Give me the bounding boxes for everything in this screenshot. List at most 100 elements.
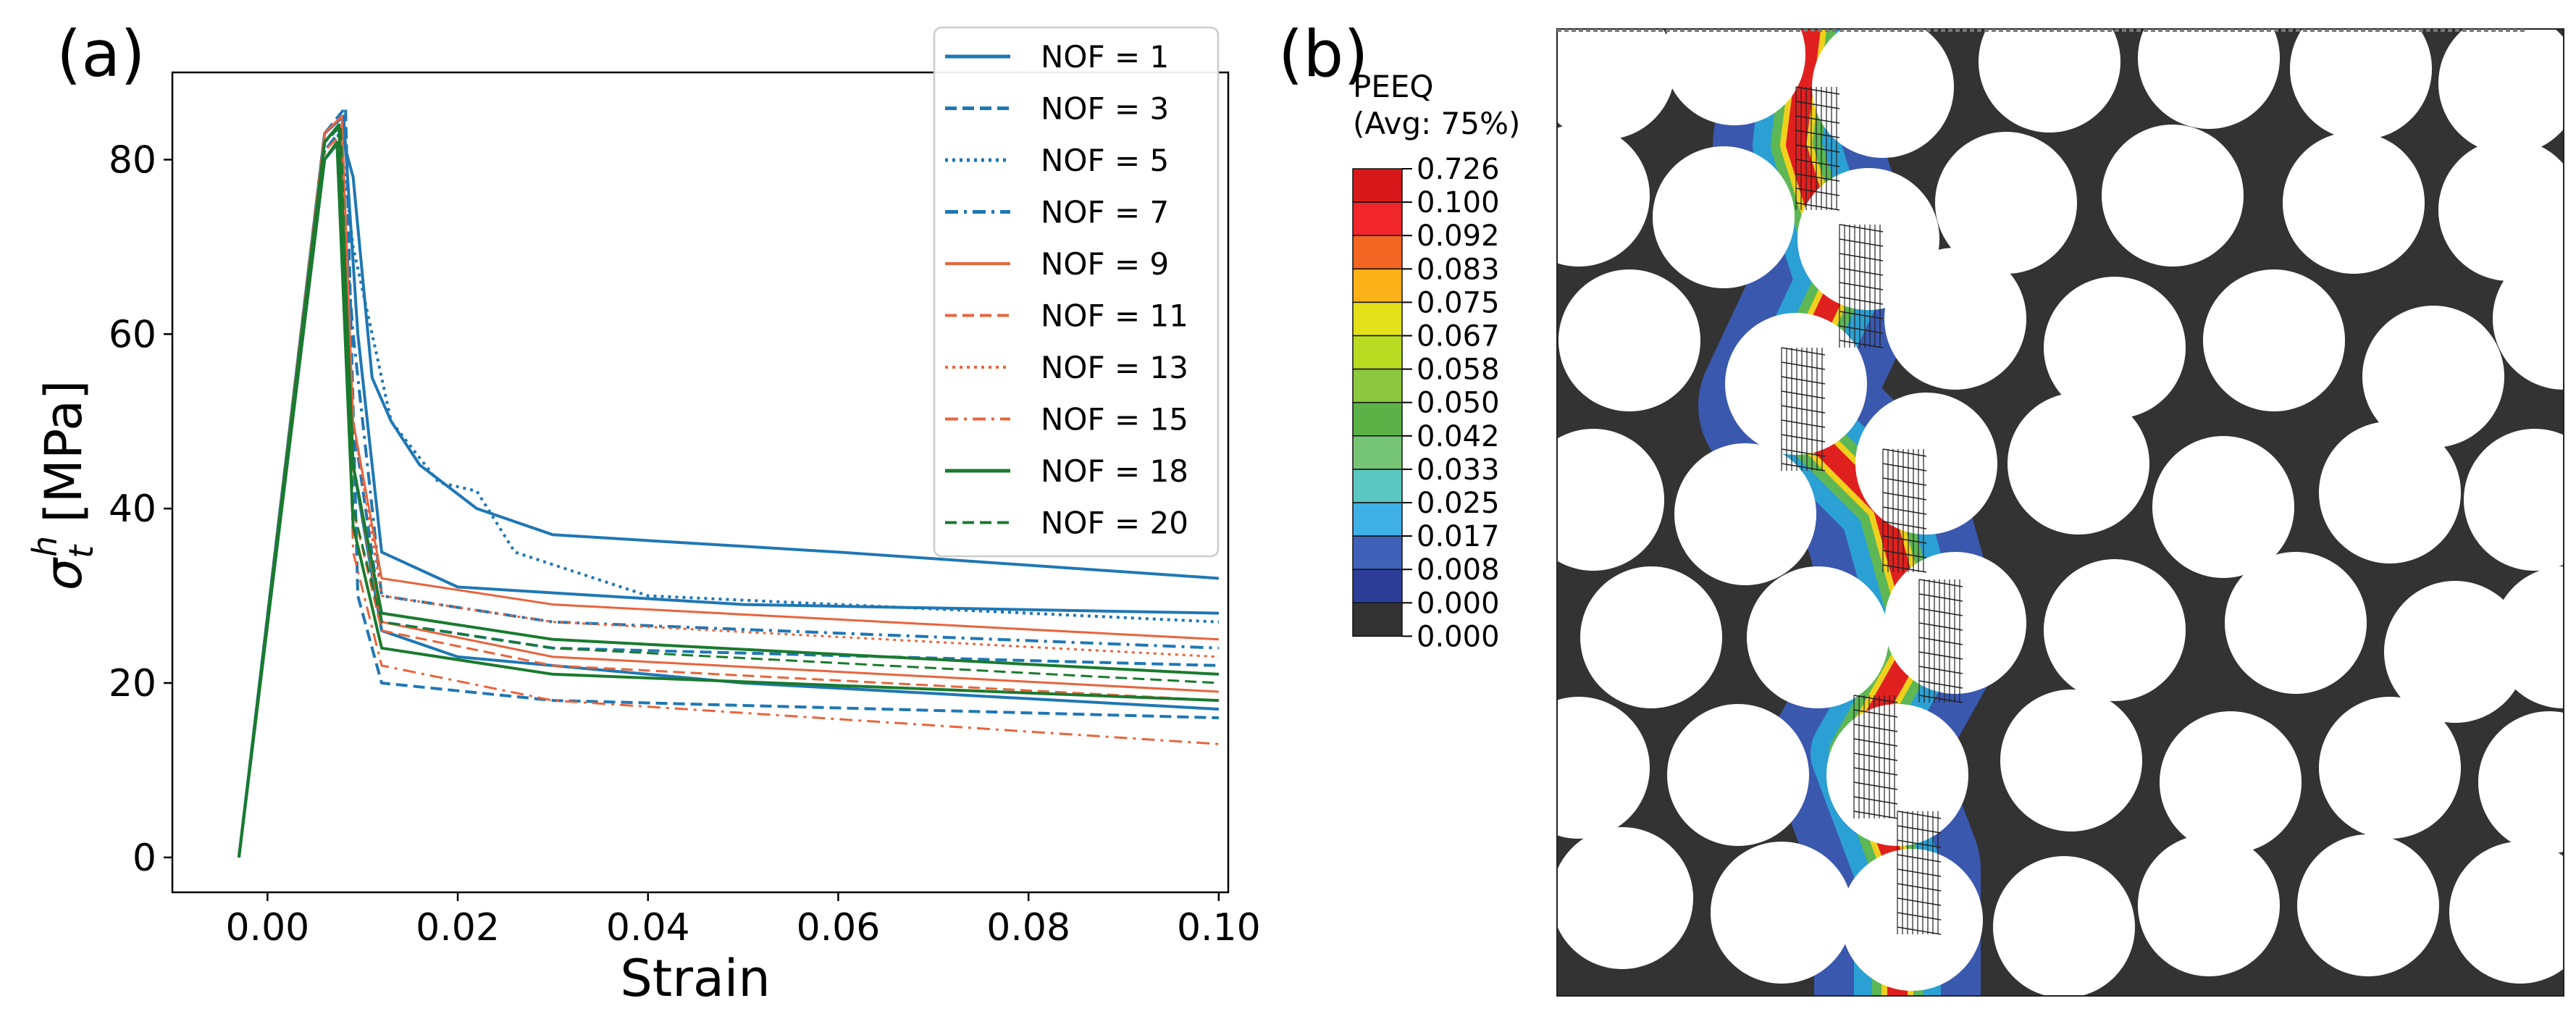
mesh-line [1795,130,1840,138]
mesh-line [1918,680,1963,689]
microstructure-view [1556,28,2564,997]
fiber [1855,393,1997,535]
legend-label: NOF = 13 [1041,350,1188,385]
mesh-line [1781,463,1826,472]
legend-label: NOF = 11 [1041,298,1188,334]
mesh-line [1795,144,1840,153]
series-curve-nof-5 [237,132,1219,858]
mesh-line [1781,361,1826,370]
fiber [1674,443,1816,585]
colorbar-label: 0.083 [1417,253,1500,286]
fiber [2297,834,2439,976]
mesh-line [1918,608,1963,616]
mesh-line [1839,238,1884,247]
colorbar-swatches [1352,168,1403,637]
mesh-line [1839,296,1884,305]
fiber [1711,842,1853,984]
panel-a-label: (a) [56,17,146,91]
colorbar-swatch [1352,268,1403,303]
mesh-line [1853,724,1898,732]
mesh-line [1882,477,1927,486]
fiber [2438,139,2564,281]
colorbar: PEEQ (Avg: 75%) 0.7260.1000.0920.0830.07… [1352,69,1520,653]
fiber [1812,29,1954,158]
fiber [2138,834,2280,976]
x-tick-label: 0.02 [416,906,500,950]
mesh-line [1918,666,1963,674]
legend-label: NOF = 1 [1041,39,1169,75]
colorbar-label: 0.000 [1417,620,1500,653]
fiber [1725,313,1867,455]
mesh-line [1795,188,1840,196]
colorbar-label: 0.017 [1417,520,1500,553]
fiber [2102,125,2244,267]
fibers [1557,29,2564,996]
x-axis-ticks: 0.00 0.02 0.04 0.06 0.08 0.10 [225,892,1261,950]
mesh-line [1853,738,1898,747]
y-tick-label: 80 [109,138,156,182]
mesh-line [1918,651,1963,660]
mesh-line [1918,579,1963,587]
mesh-line [1882,448,1927,457]
fiber [1580,566,1722,708]
series-curve-nof-18 [237,141,1219,858]
mesh-line [1781,405,1826,414]
y-axis-unit: [MPa] [34,380,93,523]
fiber [1664,29,1805,125]
mesh-line [1781,376,1826,385]
mesh-line [1897,897,1942,906]
curves-group [237,106,1220,858]
series-curve-nof-9 [238,114,1219,858]
colorbar-swatch [1352,335,1403,370]
colorbar-swatch [1352,435,1403,470]
y-axis-ticks: 0 20 40 60 80 [109,138,172,880]
mesh-line [1897,854,1942,863]
mesh-line [1897,839,1942,848]
x-tick-label: 0.06 [797,906,881,950]
mesh-line [1781,448,1826,457]
colorbar-label: 0.075 [1417,286,1500,319]
colorbar-label: 0.092 [1417,219,1500,253]
mesh-line [1839,267,1884,276]
mesh-line [1918,593,1963,602]
fiber [1979,29,2120,133]
colorbar-label: 0.033 [1417,453,1500,487]
mesh-line [1882,535,1927,544]
mesh-line [1918,637,1963,645]
colorbar-swatch [1352,235,1403,270]
mesh-line [1882,564,1927,573]
fiber [2044,277,2186,419]
fiber [2044,559,2186,701]
y-axis-title: σth [MPa] [25,380,101,591]
mesh-line [1781,434,1826,443]
fiber [1653,146,1795,288]
mesh-line [1853,753,1898,761]
colorbar-label: 0.058 [1417,353,1500,387]
fiber [2493,566,2564,708]
panel-b-label: (b) [1278,17,1369,91]
legend-label: NOF = 7 [1041,195,1169,230]
fiber [2283,132,2425,274]
x-tick-label: 0.00 [225,906,309,950]
fiber [1558,269,1700,411]
colorbar-swatch [1352,469,1403,503]
fiber [1993,856,2135,996]
fiber [1747,566,1889,708]
y-tick-label: 20 [109,662,156,705]
mesh-line [1795,86,1840,95]
mesh-line [1839,224,1884,232]
legend-items: NOF = 1 NOF = 3 NOF = 5 NOF = 7 NOF = 9 NOF =… [945,39,1188,541]
fiber [2438,29,2564,154]
y-tick-label: 0 [133,837,156,880]
mesh-line [1882,521,1927,529]
fiber [1557,697,1650,839]
colorbar-label: 0.050 [1417,387,1500,420]
mesh-line [1853,709,1898,718]
fiber [2384,581,2526,723]
x-tick-label: 0.10 [1177,906,1261,950]
colorbar-label: 0.025 [1417,487,1500,520]
fiber [2225,552,2367,694]
x-axis-title: Strain [620,949,770,1008]
fiber [2203,269,2345,411]
mesh-line [1853,810,1898,819]
